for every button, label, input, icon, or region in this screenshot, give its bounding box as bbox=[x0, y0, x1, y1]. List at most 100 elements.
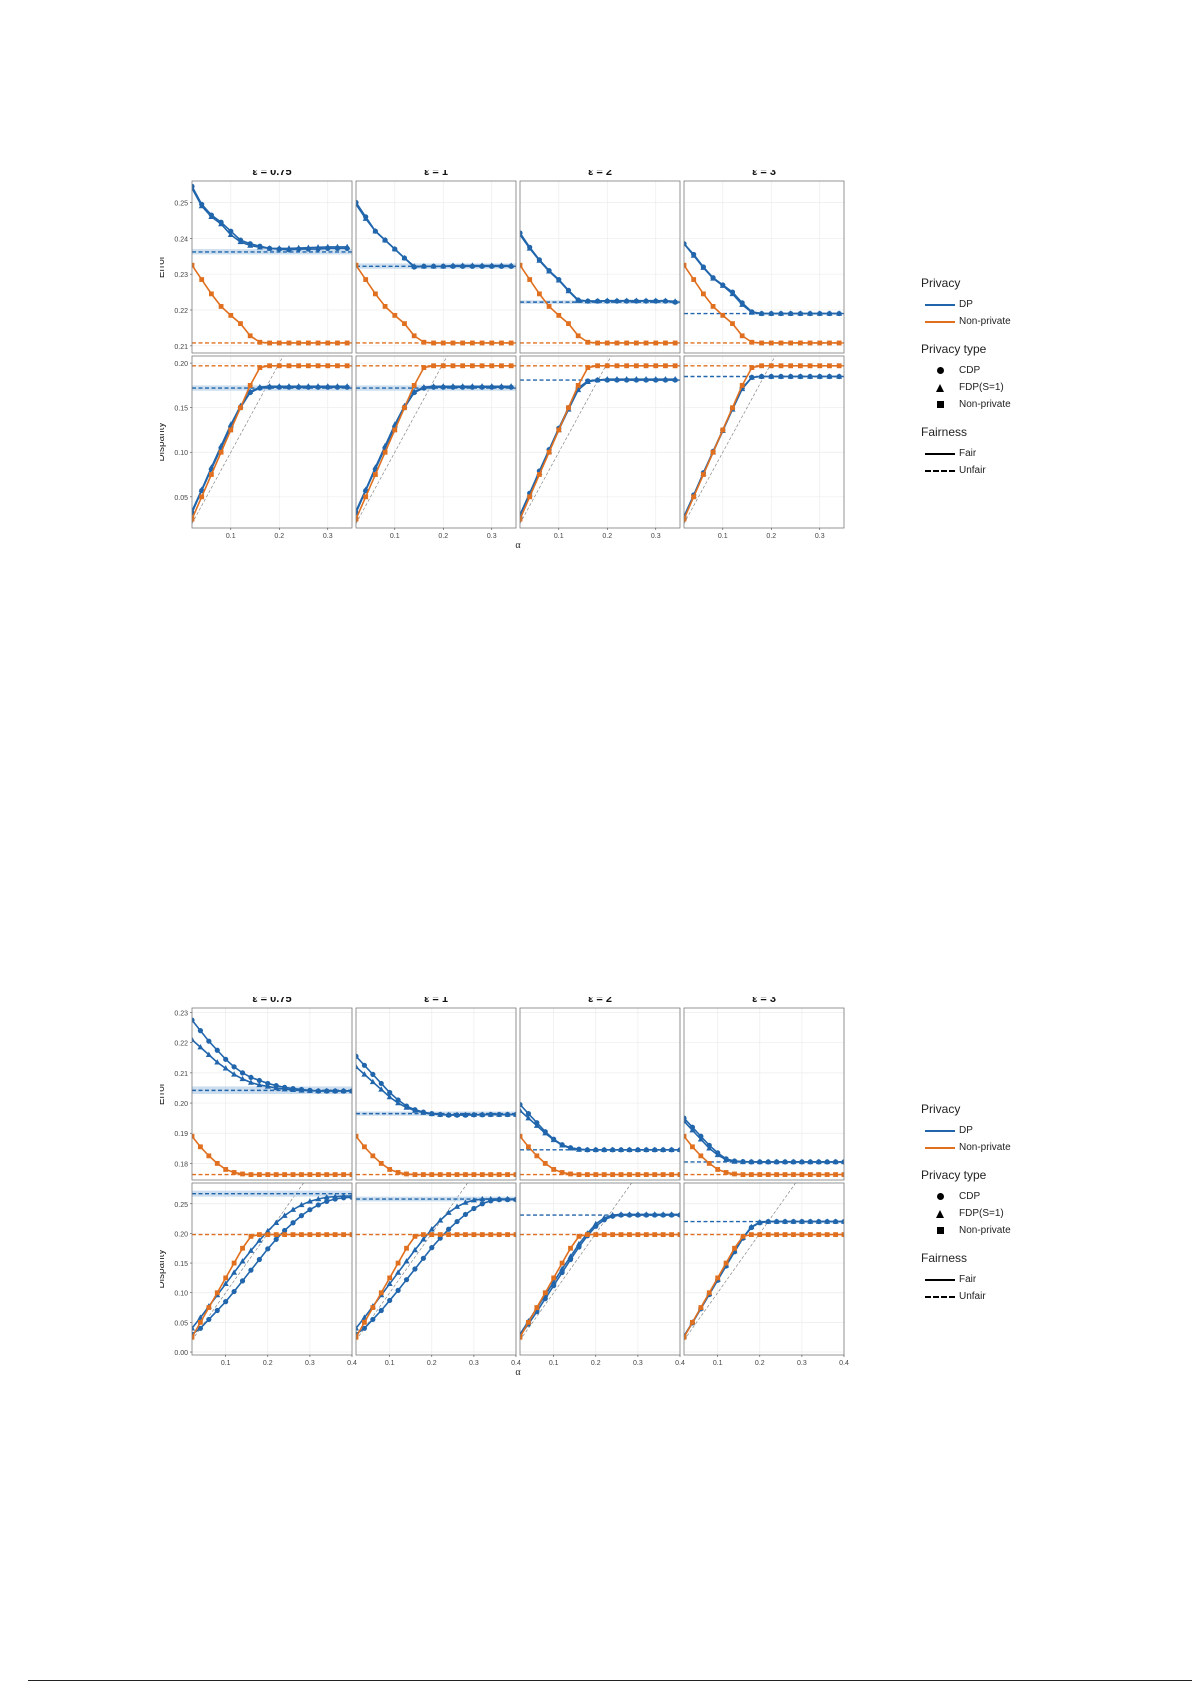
data-point bbox=[740, 1172, 746, 1177]
y-axis-label: Error bbox=[160, 1082, 167, 1105]
y-tick-label: 0.22 bbox=[174, 308, 188, 315]
x-tick-label: 0.3 bbox=[305, 1360, 315, 1367]
legend-item-type-nonprivate: Non-private bbox=[921, 1222, 1101, 1239]
data-point bbox=[324, 1232, 330, 1237]
series-line bbox=[520, 264, 676, 344]
data-point bbox=[488, 383, 495, 389]
data-point bbox=[266, 245, 273, 251]
data-point bbox=[643, 363, 649, 369]
data-point bbox=[469, 340, 475, 346]
data-point bbox=[594, 297, 601, 304]
data-point bbox=[651, 1146, 658, 1153]
panel-plot-area bbox=[192, 1017, 352, 1177]
data-point bbox=[525, 1114, 532, 1121]
x-tick-label: 0.3 bbox=[469, 1360, 479, 1367]
data-point bbox=[691, 277, 697, 282]
legend-label: Non-private bbox=[959, 399, 1011, 410]
data-point bbox=[395, 1170, 401, 1175]
data-point bbox=[559, 1170, 565, 1175]
data-point bbox=[356, 1063, 359, 1070]
data-point bbox=[824, 1172, 830, 1177]
data-point bbox=[420, 1255, 426, 1261]
data-point bbox=[370, 1153, 376, 1159]
data-point bbox=[267, 363, 272, 369]
x-tick-label: 0.4 bbox=[511, 1360, 521, 1367]
data-point bbox=[349, 1172, 352, 1177]
data-point bbox=[411, 263, 418, 269]
legend-privacy-title: Privacy bbox=[921, 1102, 961, 1116]
data-point bbox=[758, 373, 765, 379]
data-point bbox=[660, 1146, 667, 1153]
data-point bbox=[208, 472, 214, 477]
data-point bbox=[691, 494, 697, 500]
data-point bbox=[765, 1232, 771, 1237]
panel-plot-area bbox=[684, 240, 844, 346]
panel-border bbox=[355, 1182, 517, 1356]
data-point bbox=[777, 373, 784, 379]
data-point bbox=[445, 1111, 452, 1118]
data-point bbox=[469, 383, 476, 389]
data-point bbox=[205, 1051, 212, 1057]
data-point bbox=[290, 1086, 297, 1092]
data-point bbox=[559, 1142, 566, 1148]
data-point bbox=[663, 340, 668, 346]
data-point bbox=[520, 262, 523, 268]
data-point bbox=[534, 1153, 540, 1159]
data-point bbox=[264, 1083, 271, 1089]
data-point bbox=[387, 1167, 393, 1172]
data-point bbox=[449, 262, 456, 268]
data-point bbox=[575, 383, 581, 388]
data-point bbox=[706, 1161, 712, 1166]
data-point bbox=[420, 383, 427, 390]
data-point bbox=[223, 1167, 229, 1172]
data-point bbox=[677, 1172, 680, 1177]
data-point bbox=[356, 507, 359, 514]
panel-plot-area bbox=[520, 1183, 680, 1341]
data-point bbox=[807, 1158, 814, 1165]
data-point bbox=[609, 1146, 616, 1153]
data-point bbox=[730, 321, 735, 327]
data-point bbox=[344, 340, 350, 346]
panel-title: ε = 2 bbox=[588, 170, 612, 178]
data-point bbox=[748, 374, 755, 380]
data-point bbox=[592, 1146, 599, 1153]
panel-0-2 bbox=[519, 180, 681, 354]
legend-item-unfair: Unfair bbox=[921, 1288, 1101, 1305]
data-point bbox=[240, 1245, 245, 1251]
data-point bbox=[411, 333, 417, 339]
data-point bbox=[386, 1280, 393, 1287]
series-line bbox=[684, 243, 840, 315]
data-point bbox=[487, 1111, 494, 1117]
data-point bbox=[402, 321, 407, 327]
data-point bbox=[710, 449, 716, 455]
data-point bbox=[286, 340, 292, 346]
y-axis-label: Disparity bbox=[160, 423, 167, 462]
panel-border bbox=[355, 355, 517, 529]
data-point bbox=[469, 262, 476, 268]
data-point bbox=[690, 252, 697, 258]
data-point bbox=[248, 1233, 254, 1239]
data-point bbox=[450, 340, 456, 346]
data-point bbox=[758, 310, 765, 316]
series-line bbox=[356, 385, 512, 512]
data-point bbox=[748, 1232, 754, 1237]
data-point bbox=[634, 1146, 641, 1153]
data-point bbox=[372, 472, 378, 477]
data-point bbox=[824, 1232, 830, 1237]
legend-label: CDP bbox=[959, 365, 981, 376]
series-line bbox=[356, 1198, 516, 1335]
y-tick-label: 0.00 bbox=[174, 1350, 188, 1357]
legend-item-unfair: Unfair bbox=[921, 462, 1101, 479]
data-point bbox=[815, 1218, 822, 1224]
data-point bbox=[273, 1219, 280, 1225]
data-point bbox=[773, 1158, 780, 1165]
data-point bbox=[550, 1278, 557, 1285]
panel-border bbox=[519, 180, 681, 354]
data-point bbox=[340, 1192, 347, 1199]
data-point bbox=[471, 1232, 477, 1237]
series-line bbox=[520, 378, 676, 516]
data-point bbox=[689, 1127, 696, 1133]
data-point bbox=[227, 231, 234, 237]
data-point bbox=[266, 383, 273, 389]
data-point bbox=[428, 1110, 435, 1117]
